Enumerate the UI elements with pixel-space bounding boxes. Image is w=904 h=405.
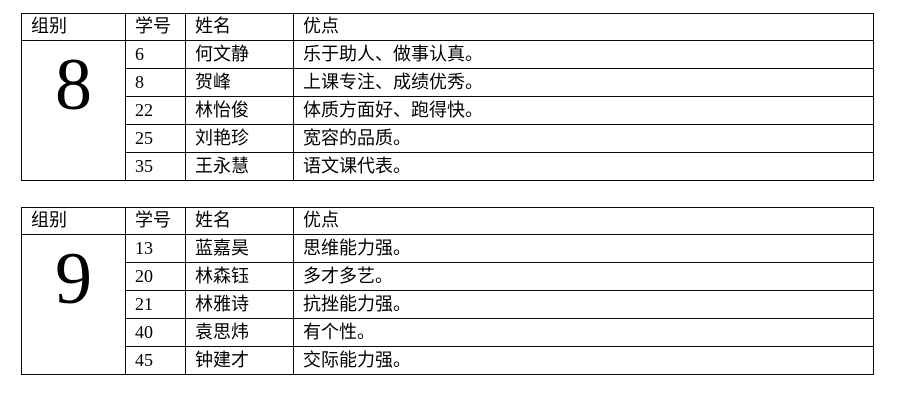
header-merit: 优点 [293, 207, 874, 235]
table-row: 22 林怡俊 体质方面好、跑得快。 [22, 96, 874, 125]
group-number-cell: 9 [21, 234, 126, 375]
table-row: 35 王永慧 语文课代表。 [22, 152, 874, 181]
merit-cell: 抗挫能力强。 [293, 290, 874, 319]
name-cell: 钟建才 [185, 346, 294, 375]
header-group: 组别 [21, 13, 126, 41]
name-cell: 王永慧 [185, 152, 294, 181]
student-id-cell: 25 [125, 124, 186, 153]
table-row: 8 6 何文静 乐于助人、做事认真。 [21, 40, 874, 181]
student-id-cell: 6 [125, 40, 186, 69]
header-student-id: 学号 [125, 207, 186, 235]
group-number: 8 [55, 44, 92, 126]
group-number-cell: 8 [21, 40, 126, 181]
table-row: 20 林森钰 多才多艺。 [22, 262, 874, 291]
merit-cell: 体质方面好、跑得快。 [293, 96, 874, 125]
group-8-table: 组别 学号 姓名 优点 8 6 何文静 乐于助人、做事认真。 8 贺峰 上课专注… [21, 13, 874, 181]
student-id-cell: 8 [125, 68, 186, 97]
name-cell: 蓝嘉昊 [185, 234, 294, 263]
merit-cell: 宽容的品质。 [293, 124, 874, 153]
name-cell: 林雅诗 [185, 290, 294, 319]
name-cell: 贺峰 [185, 68, 294, 97]
group-9-table: 组别 学号 姓名 优点 9 13 蓝嘉昊 思维能力强。 20 林森钰 多才多艺。… [21, 207, 874, 375]
header-name: 姓名 [185, 13, 294, 41]
student-id-cell: 22 [125, 96, 186, 125]
student-id-cell: 20 [125, 262, 186, 291]
header-merit: 优点 [293, 13, 874, 41]
table-row: 21 林雅诗 抗挫能力强。 [22, 290, 874, 319]
merit-cell: 上课专注、成绩优秀。 [293, 68, 874, 97]
group-number: 9 [55, 238, 92, 320]
student-id-cell: 13 [125, 234, 186, 263]
name-cell: 林怡俊 [185, 96, 294, 125]
name-cell: 袁思炜 [185, 318, 294, 347]
student-id-cell: 35 [125, 152, 186, 181]
table-row: 8 贺峰 上课专注、成绩优秀。 [22, 68, 874, 97]
table-header-row: 组别 学号 姓名 优点 [21, 13, 874, 41]
student-id-cell: 21 [125, 290, 186, 319]
header-student-id: 学号 [125, 13, 186, 41]
name-cell: 刘艳珍 [185, 124, 294, 153]
table-row: 25 刘艳珍 宽容的品质。 [22, 124, 874, 153]
table-row: 45 钟建才 交际能力强。 [22, 346, 874, 375]
header-group: 组别 [21, 207, 126, 235]
name-cell: 何文静 [185, 40, 294, 69]
merit-cell: 语文课代表。 [293, 152, 874, 181]
merit-cell: 乐于助人、做事认真。 [293, 40, 874, 69]
merit-cell: 多才多艺。 [293, 262, 874, 291]
merit-cell: 思维能力强。 [293, 234, 874, 263]
table-row: 9 13 蓝嘉昊 思维能力强。 [21, 234, 874, 375]
table-row: 40 袁思炜 有个性。 [22, 318, 874, 347]
table-header-row: 组别 学号 姓名 优点 [21, 207, 874, 235]
student-id-cell: 45 [125, 346, 186, 375]
header-name: 姓名 [185, 207, 294, 235]
student-id-cell: 40 [125, 318, 186, 347]
merit-cell: 交际能力强。 [293, 346, 874, 375]
name-cell: 林森钰 [185, 262, 294, 291]
merit-cell: 有个性。 [293, 318, 874, 347]
